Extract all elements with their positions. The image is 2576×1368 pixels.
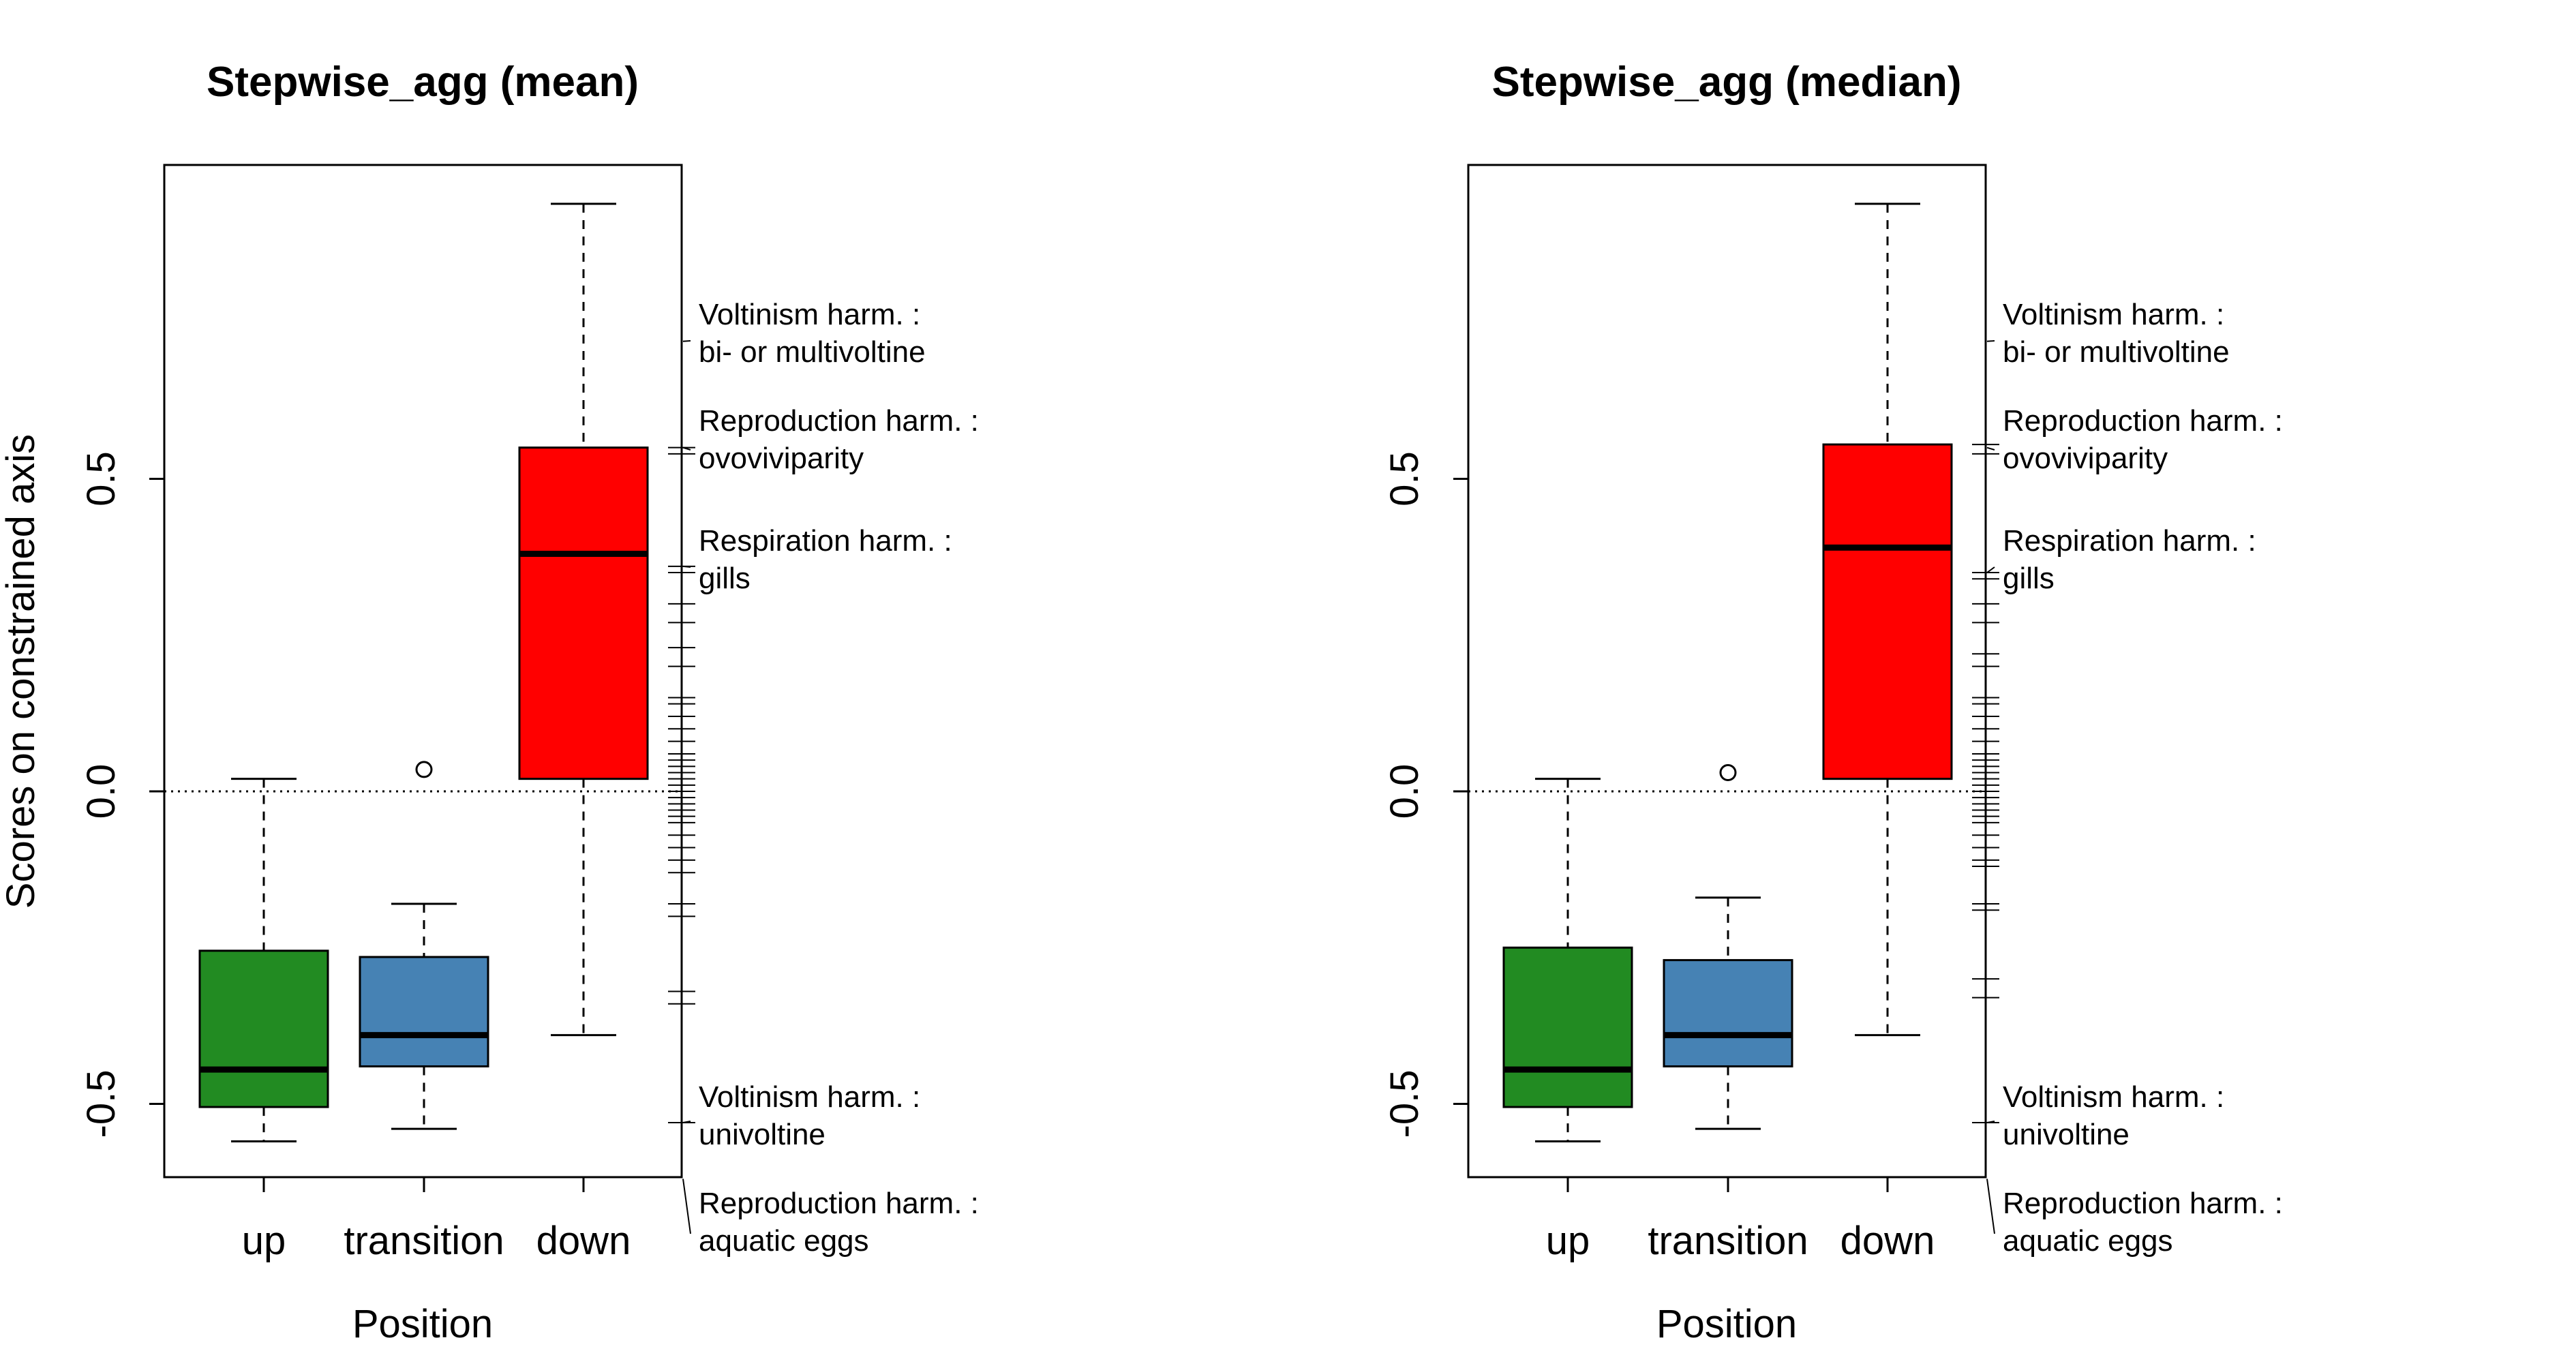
box-up [1502, 946, 1633, 1108]
annotation-line1: Voltinism harm. : [699, 1080, 920, 1114]
box-transition [1663, 959, 1793, 1067]
annotation-leader-line [1986, 446, 1995, 451]
trait-annotation: Respiration harm. : gills [682, 524, 952, 595]
annotation-line1: Reproduction harm. : [699, 1187, 979, 1220]
annotation-line2: univoltine [2003, 1118, 2130, 1151]
outlier-point [1719, 763, 1737, 781]
annotation-leader-line [682, 446, 691, 451]
annotation-line1: Reproduction harm. : [2003, 1187, 2283, 1220]
y-tick-label: 0.0 [79, 764, 123, 819]
annotation-line2: gills [699, 562, 751, 595]
x-tick-label: down [536, 1219, 631, 1263]
trait-annotation: Respiration harm. : gills [1986, 524, 2256, 595]
boxplot-transition: transition [344, 761, 504, 1263]
annotation-line1: Reproduction harm. : [699, 404, 979, 438]
y-tick-label: 0.0 [1382, 764, 1427, 819]
boxplot-up: up [198, 778, 329, 1263]
annotation-line2: univoltine [699, 1118, 825, 1151]
annotation-line2: aquatic eggs [2003, 1224, 2173, 1258]
x-tick-label: transition [344, 1219, 504, 1263]
trait-annotation: Reproduction harm. : aquatic eggs [682, 1179, 979, 1258]
annotation-line1: Respiration harm. : [699, 524, 952, 558]
annotation-line1: Voltinism harm. : [2003, 298, 2224, 331]
x-tick-label: up [1546, 1219, 1590, 1263]
panel-median: Stepwise_agg (median) Position -0.5 0.0 0.… [1382, 59, 2283, 1346]
annotation-line2: ovoviviparity [2003, 442, 2168, 475]
annotation-line1: Respiration harm. : [2003, 524, 2256, 558]
annotation-line2: gills [2003, 562, 2055, 595]
trait-annotation: Reproduction harm. : aquatic eggs [1986, 1179, 2283, 1258]
annotation-line1: Voltinism harm. : [699, 298, 920, 331]
x-tick-label: transition [1648, 1219, 1808, 1263]
panel-title: Stepwise_agg (mean) [207, 59, 639, 106]
boxplot-down: down [518, 202, 649, 1263]
y-axis-label: Scores on constrained axis [0, 434, 43, 909]
annotation-line1: Voltinism harm. : [2003, 1080, 2224, 1114]
annotation-leader-line [682, 1121, 691, 1123]
x-tick-label: down [1840, 1219, 1935, 1263]
trait-annotation: Reproduction harm. : ovoviviparity [682, 404, 979, 475]
annotation-line2: bi- or multivoltine [2003, 335, 2230, 369]
trait-annotation: Voltinism harm. : univoltine [1986, 1080, 2224, 1151]
box-transition [359, 956, 489, 1067]
trait-annotation: Voltinism harm. : bi- or multivoltine [682, 298, 926, 369]
plot-area: -0.5 0.0 0.5 up transition down Voltinism harm… [1382, 164, 2283, 1263]
x-axis-label: Position [352, 1302, 493, 1346]
box-down [518, 446, 649, 780]
x-tick-label: up [242, 1219, 286, 1263]
annotation-leader-line [1986, 566, 1995, 573]
trait-annotation: Reproduction harm. : ovoviviparity [1986, 404, 2283, 475]
outlier-point [415, 761, 433, 778]
trait-annotation: Voltinism harm. : bi- or multivoltine [1986, 298, 2230, 369]
trait-annotation: Voltinism harm. : univoltine [682, 1080, 920, 1151]
panel-title: Stepwise_agg (median) [1491, 59, 1961, 106]
annotation-line2: aquatic eggs [699, 1224, 869, 1258]
y-tick-label: -0.5 [79, 1070, 123, 1138]
boxplot-down: down [1822, 202, 1953, 1263]
annotation-leader-line [1986, 1179, 1995, 1234]
annotation-line2: bi- or multivoltine [699, 335, 926, 369]
box-up [198, 949, 329, 1108]
boxplot-transition: transition [1648, 763, 1808, 1263]
annotation-leader-line [1986, 1121, 1995, 1123]
y-tick-label: 0.5 [79, 451, 123, 506]
panel-mean: Stepwise_agg (mean) Position Scores on c… [0, 59, 979, 1346]
box-down [1822, 443, 1953, 780]
y-tick-label: 0.5 [1382, 451, 1427, 506]
annotation-leader-line [682, 1179, 691, 1234]
plot-area: -0.5 0.0 0.5 up transition down Voltinism harm… [79, 164, 979, 1263]
y-tick-label: -0.5 [1382, 1070, 1427, 1138]
annotation-line1: Reproduction harm. : [2003, 404, 2283, 438]
x-axis-label: Position [1656, 1302, 1797, 1346]
annotation-line2: ovoviviparity [699, 442, 864, 475]
annotation-leader-line [682, 565, 691, 568]
boxplot-up: up [1502, 778, 1633, 1263]
